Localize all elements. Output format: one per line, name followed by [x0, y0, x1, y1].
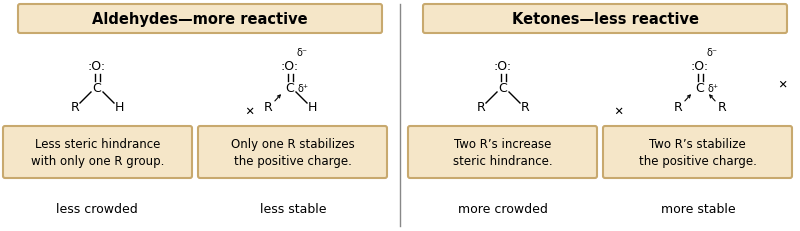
Text: C: C — [93, 82, 102, 95]
FancyBboxPatch shape — [18, 5, 382, 34]
Text: Two R’s stabilize
the positive charge.: Two R’s stabilize the positive charge. — [638, 137, 757, 167]
Text: Aldehydes—more reactive: Aldehydes—more reactive — [92, 12, 308, 27]
FancyBboxPatch shape — [408, 126, 597, 178]
Text: more stable: more stable — [661, 203, 735, 216]
Text: Less steric hindrance
with only one R group.: Less steric hindrance with only one R gr… — [31, 137, 164, 167]
FancyBboxPatch shape — [3, 126, 192, 178]
Text: less stable: less stable — [260, 203, 326, 216]
Text: C: C — [696, 82, 704, 95]
Text: :O:: :O: — [88, 60, 106, 73]
Text: δ⁺: δ⁺ — [298, 84, 309, 94]
Text: less crowded: less crowded — [56, 203, 138, 216]
Text: δ⁻: δ⁻ — [706, 48, 718, 58]
Text: :O:: :O: — [494, 60, 512, 73]
Text: Ketones—less reactive: Ketones—less reactive — [511, 12, 698, 27]
Text: R: R — [70, 101, 79, 114]
Text: R: R — [674, 101, 682, 114]
Text: δ⁺: δ⁺ — [707, 84, 718, 94]
Text: H: H — [307, 101, 317, 114]
Text: R: R — [264, 101, 272, 114]
FancyBboxPatch shape — [198, 126, 387, 178]
Text: R: R — [477, 101, 486, 114]
Text: H: H — [114, 101, 124, 114]
Text: Only one R stabilizes
the positive charge.: Only one R stabilizes the positive charg… — [230, 137, 354, 167]
Text: R: R — [521, 101, 530, 114]
Text: :O:: :O: — [691, 60, 709, 73]
FancyBboxPatch shape — [603, 126, 792, 178]
Text: :O:: :O: — [281, 60, 299, 73]
Text: δ⁻: δ⁻ — [297, 48, 307, 58]
Text: C: C — [286, 82, 294, 95]
Text: more crowded: more crowded — [458, 203, 548, 216]
Text: C: C — [498, 82, 507, 95]
FancyBboxPatch shape — [423, 5, 787, 34]
Text: Two R’s increase
steric hindrance.: Two R’s increase steric hindrance. — [453, 137, 552, 167]
Text: R: R — [718, 101, 726, 114]
